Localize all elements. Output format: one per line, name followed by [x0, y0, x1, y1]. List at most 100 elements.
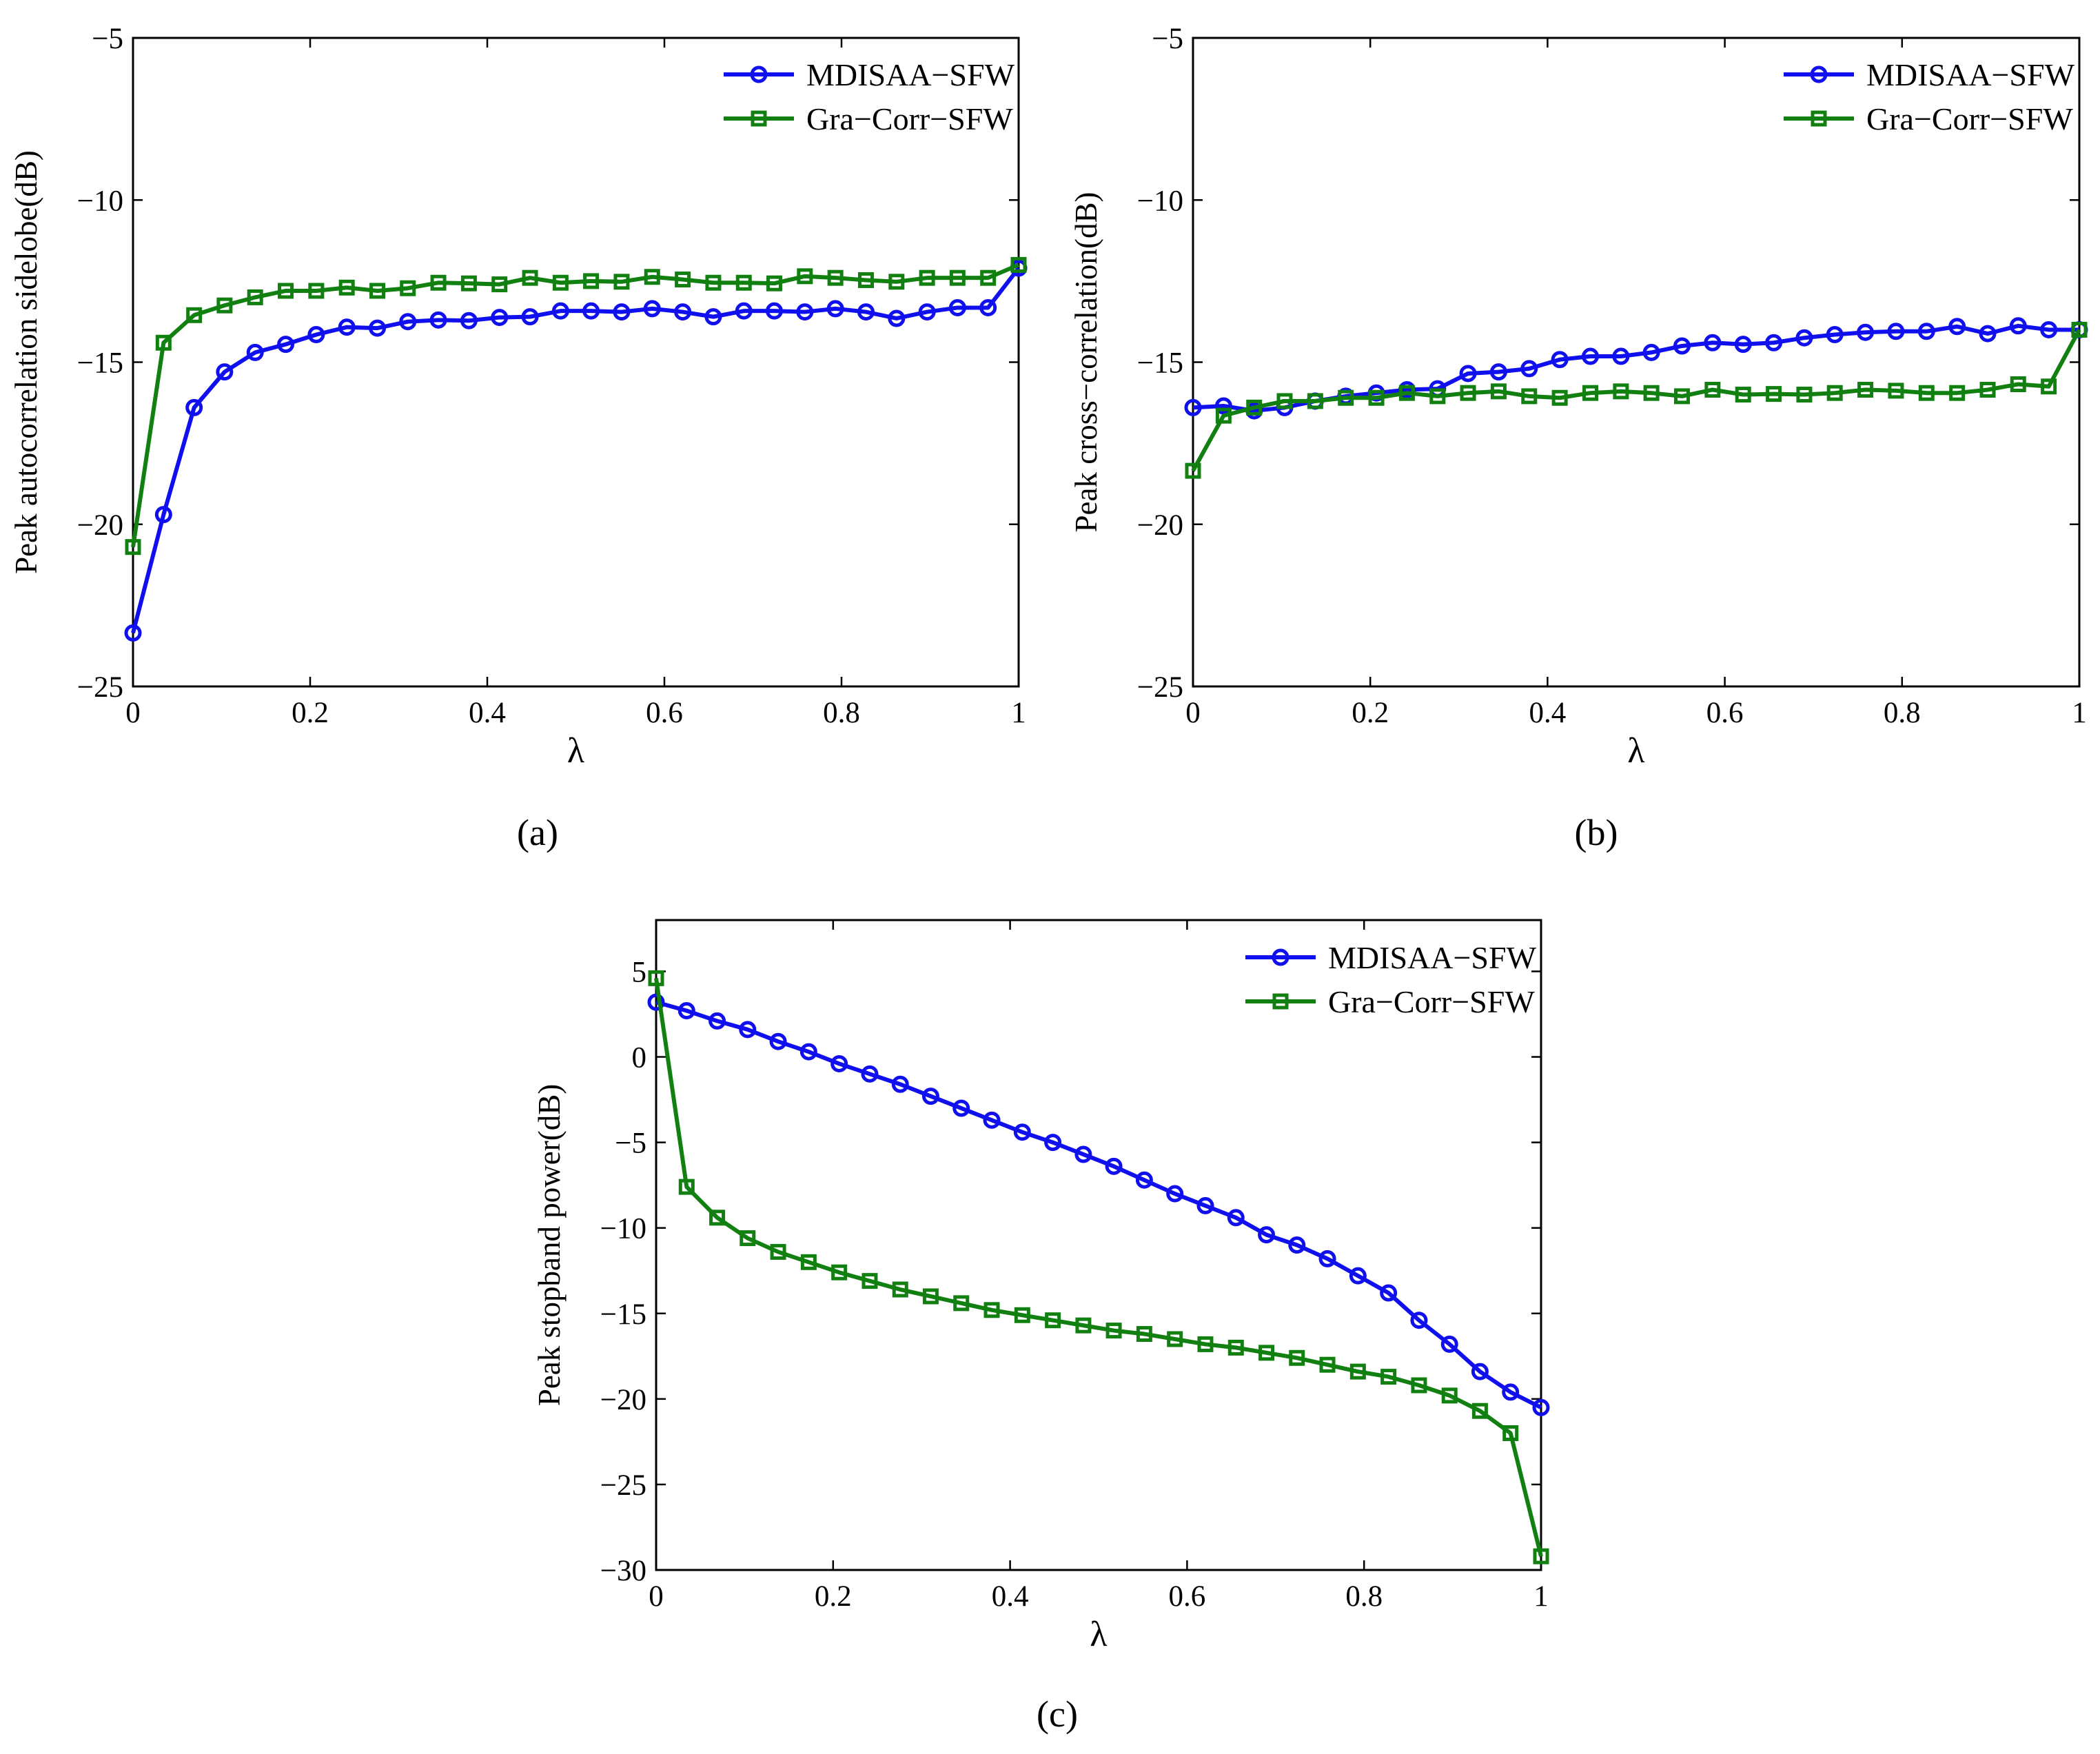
data-point	[1471, 1403, 1488, 1419]
data-point	[1551, 389, 1568, 406]
data-point	[124, 624, 142, 642]
legend-swatch-marker	[750, 65, 768, 83]
data-point	[551, 302, 569, 320]
data-point	[983, 1111, 1001, 1129]
panel-caption: (b)	[1575, 812, 1618, 853]
legend: MDISAA−SFW Gra−Corr−SFW	[724, 57, 1015, 136]
y-tick-label: −5	[615, 1128, 646, 1160]
data-point	[1440, 1335, 1458, 1353]
data-point	[1258, 1226, 1276, 1244]
data-point	[1338, 389, 1354, 406]
data-point	[1136, 1326, 1152, 1343]
x-tick-label: 0.8	[1884, 697, 1921, 729]
data-point	[1044, 1134, 1062, 1152]
legend-swatch-marker	[1272, 993, 1289, 1010]
data-point	[1410, 1312, 1428, 1329]
data-point	[521, 308, 539, 326]
data-point	[1429, 388, 1446, 405]
data-point	[429, 311, 447, 329]
data-point	[1288, 1236, 1306, 1254]
legend: MDISAA−SFW Gra−Corr−SFW	[1784, 57, 2075, 136]
y-tick-label: 0	[632, 1042, 647, 1074]
data-point	[1380, 1284, 1398, 1302]
data-point	[709, 1012, 726, 1030]
data-point	[1918, 385, 1935, 401]
series-line	[131, 267, 1021, 634]
data-point	[831, 1264, 848, 1281]
panel-c: 0 0.2 0.4 0.6 0.8 1 −30 −25 −20 −15 −10 −5 0 5 λ Peak s…	[532, 919, 1550, 1735]
data-point	[735, 302, 753, 320]
data-point	[1227, 1339, 1244, 1356]
y-tick-label: −10	[600, 1213, 646, 1245]
data-point	[1185, 462, 1201, 479]
data-point	[1214, 397, 1232, 415]
data-point	[1857, 381, 1874, 398]
data-point	[643, 300, 661, 318]
x-tick-label: 1	[2072, 697, 2087, 729]
data-point	[216, 297, 233, 314]
data-point	[891, 1075, 909, 1093]
data-point	[1673, 337, 1691, 355]
data-point	[1411, 1377, 1427, 1394]
data-point	[1227, 1209, 1245, 1227]
data-point	[888, 274, 905, 290]
data-point	[1887, 323, 1905, 340]
data-point	[1734, 336, 1752, 354]
x-tick-label: 0.6	[1706, 697, 1744, 729]
data-point	[857, 303, 875, 321]
x-axis-label: λ	[1090, 1615, 1107, 1654]
legend-label: MDISAA−SFW	[806, 57, 1015, 92]
plot-frame	[655, 919, 1542, 1571]
x-tick-label: 0.2	[815, 1580, 852, 1613]
data-point	[1459, 365, 1477, 383]
data-point	[1917, 323, 1935, 340]
data-point	[1704, 334, 1722, 351]
data-point	[766, 275, 782, 292]
legend: MDISAA−SFW Gra−Corr−SFW	[1245, 940, 1537, 1019]
data-point	[1826, 385, 1843, 401]
data-point	[796, 303, 814, 321]
data-point	[857, 272, 874, 288]
data-point	[1673, 388, 1690, 405]
data-point	[186, 307, 203, 323]
data-point	[1795, 329, 1813, 347]
data-point	[769, 1032, 787, 1050]
data-point	[369, 283, 386, 299]
data-point	[1979, 381, 1996, 398]
x-tick-label: 0	[649, 1580, 664, 1613]
data-point	[770, 1243, 786, 1260]
data-point	[491, 309, 509, 327]
data-point	[1796, 387, 1813, 403]
data-point	[677, 1002, 695, 1020]
data-point	[1735, 387, 1751, 403]
data-point	[1167, 1331, 1183, 1347]
data-point	[2009, 317, 2027, 335]
data-point	[1349, 1267, 1367, 1285]
data-point	[861, 1065, 879, 1083]
data-point	[1612, 347, 1630, 365]
data-point	[888, 309, 906, 327]
data-point	[739, 1021, 757, 1039]
data-point	[1319, 1356, 1336, 1373]
y-tick-label: −10	[1137, 185, 1183, 217]
data-point	[1888, 383, 1904, 399]
data-point	[948, 298, 966, 316]
data-point	[1258, 1345, 1275, 1361]
legend-label: Gra−Corr−SFW	[1866, 101, 2073, 136]
panel-a: 0 0.2 0.4 0.6 0.8 1 −25 −20 −15 −10 −5 λ Peak autoco…	[9, 23, 1028, 853]
data-point	[399, 313, 417, 331]
data-point	[338, 318, 356, 336]
data-point	[1368, 389, 1385, 406]
data-point	[647, 993, 665, 1011]
data-point	[1826, 326, 1844, 344]
data-point	[1075, 1317, 1092, 1334]
data-point	[1215, 407, 1232, 424]
data-point	[1045, 1312, 1061, 1329]
legend-swatch-marker	[1811, 110, 1827, 127]
data-point	[1521, 388, 1538, 405]
data-point	[1441, 1387, 1458, 1404]
data-point	[216, 363, 234, 381]
data-point	[1307, 393, 1323, 409]
data-point	[1074, 1145, 1092, 1163]
